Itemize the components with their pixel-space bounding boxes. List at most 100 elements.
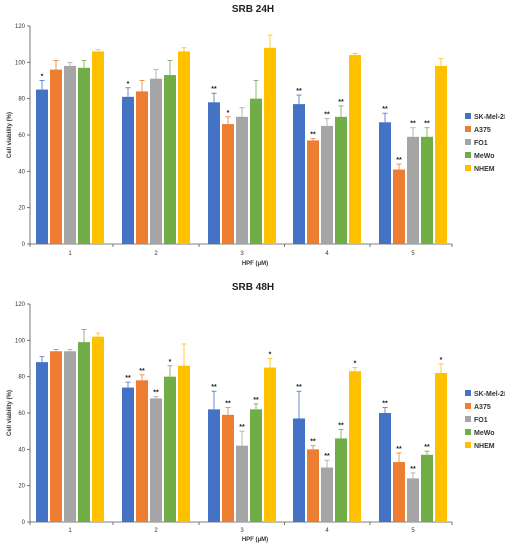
series-mewo: ** ** <box>78 60 433 245</box>
bar <box>264 367 276 522</box>
x-tick-label: 3 <box>240 528 244 534</box>
chart-title: SRB 24H <box>232 4 274 15</box>
bar <box>64 351 76 522</box>
bar <box>250 409 262 522</box>
bar <box>122 96 134 244</box>
chart-panel-2: SRB 48H 0 20 40 60 80 100 120 Cell viability (%)… <box>7 282 505 543</box>
bar <box>421 136 433 244</box>
y-tick-label: 120 <box>15 24 26 30</box>
series-nhem <box>92 34 447 244</box>
bar <box>293 104 305 244</box>
y-tick-label: 40 <box>18 169 25 175</box>
legend-label: A375 <box>474 404 491 411</box>
bar <box>178 365 190 522</box>
bar <box>136 91 148 245</box>
legend-swatch <box>465 442 471 448</box>
bar <box>321 125 333 244</box>
y-tick-label: 60 <box>18 133 25 139</box>
legend-swatch <box>465 165 471 171</box>
x-tick-label: 4 <box>325 528 329 534</box>
significance-marker: * <box>41 74 44 81</box>
significance-marker: ** <box>424 444 430 451</box>
legend-label: NHEM <box>474 166 495 173</box>
legend-label: FO1 <box>474 140 488 147</box>
series-nhem: *** <box>92 332 447 522</box>
bar <box>250 98 262 245</box>
bar <box>78 67 90 245</box>
x-tick-label: 5 <box>411 251 415 257</box>
y-tick-label: 0 <box>22 242 26 248</box>
significance-marker: ** <box>410 466 416 473</box>
legend-label: A375 <box>474 127 491 134</box>
significance-marker: ** <box>410 121 416 128</box>
bar <box>236 116 248 244</box>
y-tick-label: 80 <box>18 97 25 103</box>
bar <box>150 398 162 522</box>
bar <box>379 122 391 244</box>
bar <box>178 51 190 244</box>
significance-marker: ** <box>296 384 302 391</box>
bar <box>349 371 361 522</box>
bar <box>92 51 104 244</box>
y-tick-label: 100 <box>15 60 26 66</box>
bar <box>208 102 220 244</box>
significance-marker: ** <box>211 86 217 93</box>
y-axis-label: Cell viability (%) <box>7 112 13 158</box>
significance-marker: ** <box>239 424 245 431</box>
x-axis-label: HPF (μM) <box>242 261 268 267</box>
bar <box>435 65 447 244</box>
bar <box>393 169 405 244</box>
x-tick-label: 3 <box>240 251 244 257</box>
x-axis-label: HPF (μM) <box>242 537 268 543</box>
significance-marker: * <box>440 357 443 364</box>
legend-label: MeWo <box>474 430 494 437</box>
bar <box>379 413 391 522</box>
bar <box>64 65 76 244</box>
significance-marker: ** <box>382 106 388 113</box>
significance-marker: ** <box>324 112 330 119</box>
x-tick-label: 2 <box>154 528 158 534</box>
bar <box>335 438 347 522</box>
legend-label: MeWo <box>474 153 494 160</box>
bar <box>208 409 220 522</box>
y-tick-label: 20 <box>18 206 25 212</box>
series-a375: ***** <box>50 60 405 245</box>
bar <box>393 462 405 522</box>
bar <box>293 418 305 522</box>
legend-label: SK-Mel-28 <box>474 391 505 398</box>
series-fo1: ** ** ** ** <box>64 349 419 522</box>
bar <box>150 78 162 244</box>
significance-marker: ** <box>253 397 259 404</box>
legend-swatch <box>465 416 471 422</box>
y-tick-label: 120 <box>15 302 26 308</box>
legend-swatch <box>465 113 471 119</box>
legend-swatch <box>465 429 471 435</box>
x-tick-label: 5 <box>411 528 415 534</box>
significance-marker: * <box>127 81 130 88</box>
bar <box>335 116 347 244</box>
y-tick-label: 80 <box>18 375 25 381</box>
legend-swatch <box>465 126 471 132</box>
bar <box>421 454 433 522</box>
legend-swatch <box>465 139 471 145</box>
bar <box>164 75 176 244</box>
y-tick-label: 0 <box>22 520 26 526</box>
series-a375: ** ** ** ** <box>50 349 405 522</box>
bar <box>92 336 104 522</box>
x-tick-label: 2 <box>154 251 158 257</box>
chart-title: SRB 48H <box>232 282 274 293</box>
bar <box>349 55 361 244</box>
series-sk-mel-28: **** **** <box>36 74 391 244</box>
significance-marker: ** <box>396 446 402 453</box>
y-axis-label: Cell viability (%) <box>7 390 13 436</box>
series-mewo: ******* <box>78 329 433 522</box>
significance-marker: ** <box>153 390 159 397</box>
significance-marker: ** <box>324 453 330 460</box>
legend-label: SK-Mel-28 <box>474 114 505 121</box>
bar <box>222 414 234 522</box>
bar <box>78 342 90 522</box>
x-tick-label: 1 <box>68 528 72 534</box>
significance-marker: * <box>169 359 172 366</box>
bar <box>307 140 319 244</box>
